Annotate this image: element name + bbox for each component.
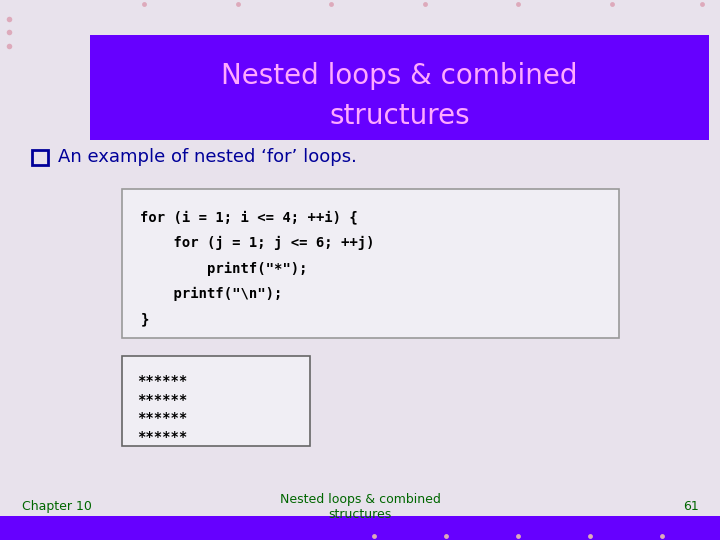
Text: ******: ****** [137, 411, 187, 426]
Bar [90, 35, 709, 140]
Text: 61: 61 [683, 500, 698, 513]
Text: ******: ****** [137, 430, 187, 444]
Text: }: } [140, 312, 149, 326]
Text: for (i = 1; i <= 4; ++i) {: for (i = 1; i <= 4; ++i) { [140, 211, 358, 225]
Bar [32, 150, 48, 165]
Text: ******: ****** [137, 393, 187, 407]
Bar [122, 189, 619, 338]
Text: Nested loops & combined
structures: Nested loops & combined structures [279, 492, 441, 521]
Text: An example of nested ‘for’ loops.: An example of nested ‘for’ loops. [58, 147, 356, 166]
Text: Nested loops & combined: Nested loops & combined [221, 62, 578, 90]
Bar [0, 516, 720, 540]
Text: printf("*");: printf("*"); [140, 261, 308, 275]
Text: ******: ****** [137, 374, 187, 388]
Text: Chapter 10: Chapter 10 [22, 500, 91, 513]
Text: printf("\n");: printf("\n"); [140, 287, 283, 301]
Bar [122, 356, 310, 446]
Text: structures: structures [329, 102, 470, 130]
Text: for (j = 1; j <= 6; ++j): for (j = 1; j <= 6; ++j) [140, 236, 375, 250]
